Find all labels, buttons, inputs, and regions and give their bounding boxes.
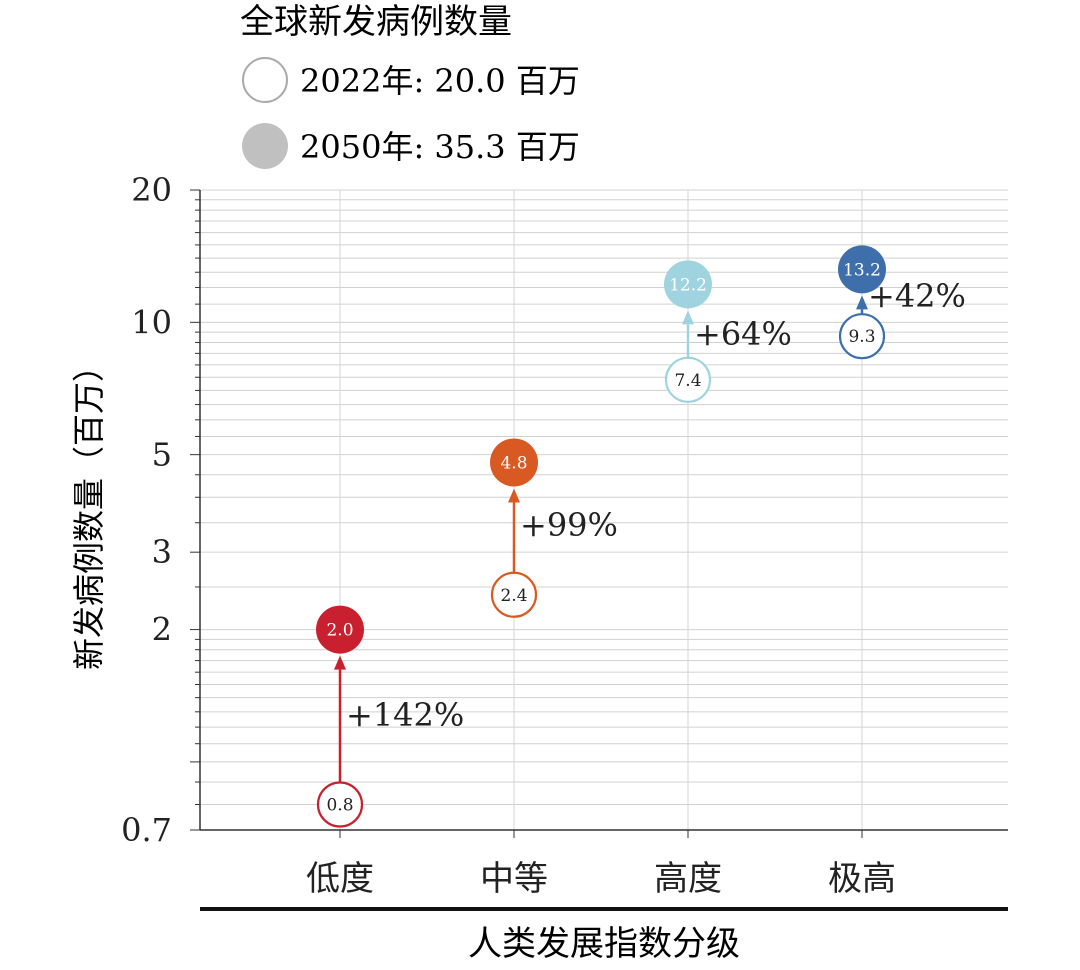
y-axis-label: 新发病例数量（百万） [70,350,108,670]
point-2050 [490,438,538,487]
point-2022-label: 2.4 [500,586,527,606]
legend-2022-label: 2022年: 20.0 百万 [300,62,580,100]
y-tick-label: 5 [152,436,172,474]
point-2050 [838,245,886,294]
category-group: 7.4 12.2 +64% [664,260,792,403]
y-tick-labels: 0.7 2 3 5 10 20 [121,171,172,849]
point-2022-label: 0.8 [326,796,353,816]
y-tick-label: 3 [152,533,172,571]
change-arrow-head [856,295,868,310]
axes [190,189,1008,838]
legend-2022-marker [242,57,288,103]
y-tick-label: 20 [131,171,172,209]
category-group: 9.3 13.2+42% [838,245,966,360]
legend: 全球新发病例数量 2022年: 20.0 百万 2050年: 35.3 百万 [240,2,580,169]
point-2022 [490,571,538,618]
point-2022 [664,356,712,403]
x-tick-label: 高度 [654,859,722,899]
legend-title: 全球新发病例数量 [240,2,512,42]
y-tick-label: 0.7 [121,811,172,849]
category-group: 2.4 4.8 +99% [490,438,618,618]
point-2050-label: 12.2 [669,275,707,295]
point-2022-label: 7.4 [674,371,701,391]
change-percent-label: +64% [694,315,792,353]
point-2050-label: 13.2 [843,260,881,280]
category-group: 0.8 2.0 +142% [316,605,464,828]
point-2050 [664,260,712,309]
point-2050-label: 2.0 [326,621,353,641]
point-2050 [316,605,364,654]
y-tick-label: 2 [152,611,172,649]
point-2022 [838,313,886,360]
x-axis-label: 人类发展指数分级 [468,924,740,964]
point-2022 [316,781,364,828]
change-percent-label: +142% [346,696,464,734]
x-tick-label: 极高 [828,859,896,899]
change-percent-label: +99% [520,506,618,544]
x-tick-label: 低度 [306,859,374,899]
change-arrow-head [508,488,520,503]
y-tick-label: 10 [131,303,172,341]
x-tick-label: 中等 [480,859,548,899]
x-tick-labels: 低度 中等 高度 极高 [306,859,896,899]
change-arrow-head [682,310,694,325]
legend-2050-marker [242,123,288,169]
change-arrow-head [334,655,346,670]
point-2050-label: 4.8 [500,453,527,473]
point-2022-label: 9.3 [848,327,875,347]
legend-2050-label: 2050年: 35.3 百万 [300,128,580,166]
change-percent-label: +42% [868,277,966,315]
data-marks: 0.8 2.0 +142% 2.4 4.8 +99% 7.4 12.2 +64% 9.3 13.2+… [316,245,966,828]
